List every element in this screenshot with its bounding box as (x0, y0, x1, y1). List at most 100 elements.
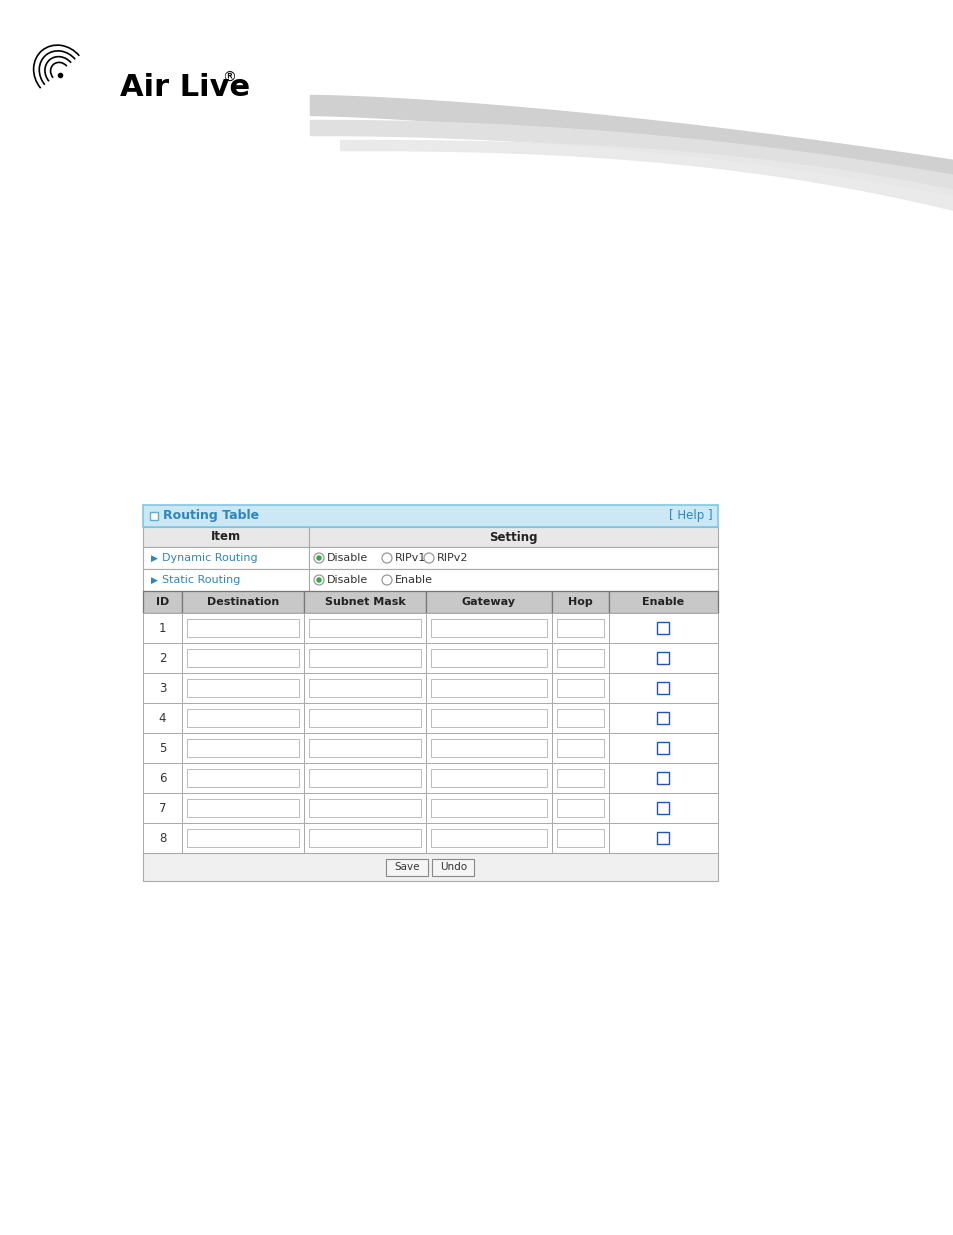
FancyBboxPatch shape (431, 799, 546, 818)
FancyBboxPatch shape (187, 829, 298, 847)
FancyBboxPatch shape (187, 619, 298, 637)
Text: RIPv2: RIPv2 (436, 553, 468, 563)
FancyBboxPatch shape (143, 592, 182, 613)
FancyBboxPatch shape (309, 679, 420, 697)
Text: Item: Item (211, 531, 241, 543)
FancyBboxPatch shape (309, 739, 420, 757)
Text: ®: ® (222, 70, 235, 85)
FancyBboxPatch shape (431, 619, 546, 637)
FancyBboxPatch shape (431, 679, 546, 697)
Text: Routing Table: Routing Table (163, 510, 259, 522)
FancyBboxPatch shape (552, 613, 608, 643)
FancyBboxPatch shape (557, 619, 603, 637)
Text: Setting: Setting (489, 531, 537, 543)
FancyBboxPatch shape (657, 832, 669, 844)
Text: Dynamic Routing: Dynamic Routing (162, 553, 257, 563)
Text: 5: 5 (158, 741, 166, 755)
FancyBboxPatch shape (557, 739, 603, 757)
FancyBboxPatch shape (187, 769, 298, 787)
FancyBboxPatch shape (309, 569, 718, 592)
FancyBboxPatch shape (304, 673, 426, 703)
Text: 4: 4 (158, 711, 166, 725)
FancyBboxPatch shape (426, 823, 552, 853)
FancyBboxPatch shape (426, 643, 552, 673)
FancyBboxPatch shape (143, 703, 182, 734)
FancyBboxPatch shape (143, 505, 718, 527)
FancyBboxPatch shape (426, 592, 552, 613)
FancyBboxPatch shape (557, 769, 603, 787)
FancyBboxPatch shape (143, 823, 182, 853)
FancyBboxPatch shape (657, 622, 669, 634)
Text: ▶: ▶ (151, 553, 157, 562)
FancyBboxPatch shape (143, 734, 182, 763)
Text: RIPv1: RIPv1 (395, 553, 426, 563)
FancyBboxPatch shape (552, 823, 608, 853)
FancyBboxPatch shape (557, 709, 603, 727)
FancyBboxPatch shape (426, 703, 552, 734)
FancyBboxPatch shape (657, 742, 669, 755)
FancyBboxPatch shape (426, 734, 552, 763)
FancyBboxPatch shape (608, 734, 718, 763)
Text: Hop: Hop (568, 597, 592, 606)
FancyBboxPatch shape (552, 673, 608, 703)
FancyBboxPatch shape (143, 793, 182, 823)
Text: Disable: Disable (327, 576, 368, 585)
FancyBboxPatch shape (426, 673, 552, 703)
FancyBboxPatch shape (657, 802, 669, 814)
FancyBboxPatch shape (386, 858, 428, 876)
Text: 8: 8 (158, 831, 166, 845)
Text: 1: 1 (158, 621, 166, 635)
FancyBboxPatch shape (431, 739, 546, 757)
FancyBboxPatch shape (557, 829, 603, 847)
FancyBboxPatch shape (608, 673, 718, 703)
Text: Subnet Mask: Subnet Mask (324, 597, 405, 606)
FancyBboxPatch shape (431, 650, 546, 667)
FancyBboxPatch shape (426, 763, 552, 793)
FancyBboxPatch shape (182, 763, 304, 793)
Text: Enable: Enable (641, 597, 684, 606)
Text: 3: 3 (158, 682, 166, 694)
FancyBboxPatch shape (143, 547, 309, 569)
FancyBboxPatch shape (426, 793, 552, 823)
FancyBboxPatch shape (304, 613, 426, 643)
Circle shape (315, 556, 321, 561)
FancyBboxPatch shape (187, 679, 298, 697)
Text: Disable: Disable (327, 553, 368, 563)
FancyBboxPatch shape (432, 858, 474, 876)
FancyBboxPatch shape (552, 643, 608, 673)
FancyBboxPatch shape (552, 793, 608, 823)
FancyBboxPatch shape (657, 652, 669, 664)
FancyBboxPatch shape (182, 703, 304, 734)
FancyBboxPatch shape (309, 650, 420, 667)
FancyBboxPatch shape (608, 643, 718, 673)
FancyBboxPatch shape (143, 673, 182, 703)
FancyBboxPatch shape (182, 734, 304, 763)
FancyBboxPatch shape (557, 799, 603, 818)
Text: [ Help ]: [ Help ] (669, 510, 712, 522)
FancyBboxPatch shape (187, 650, 298, 667)
FancyBboxPatch shape (304, 703, 426, 734)
Text: ▶: ▶ (151, 576, 157, 584)
FancyBboxPatch shape (182, 643, 304, 673)
FancyBboxPatch shape (608, 793, 718, 823)
FancyBboxPatch shape (309, 709, 420, 727)
FancyBboxPatch shape (657, 713, 669, 724)
FancyBboxPatch shape (309, 547, 718, 569)
FancyBboxPatch shape (657, 682, 669, 694)
Text: Air Live: Air Live (120, 74, 250, 103)
FancyBboxPatch shape (426, 613, 552, 643)
Text: Destination: Destination (207, 597, 279, 606)
FancyBboxPatch shape (431, 769, 546, 787)
FancyBboxPatch shape (557, 679, 603, 697)
FancyBboxPatch shape (309, 769, 420, 787)
FancyBboxPatch shape (557, 650, 603, 667)
FancyBboxPatch shape (182, 592, 304, 613)
Text: Gateway: Gateway (461, 597, 516, 606)
Text: Undo: Undo (439, 862, 467, 872)
FancyBboxPatch shape (608, 823, 718, 853)
FancyBboxPatch shape (143, 643, 182, 673)
FancyBboxPatch shape (431, 709, 546, 727)
FancyBboxPatch shape (182, 793, 304, 823)
FancyBboxPatch shape (304, 793, 426, 823)
FancyBboxPatch shape (187, 709, 298, 727)
